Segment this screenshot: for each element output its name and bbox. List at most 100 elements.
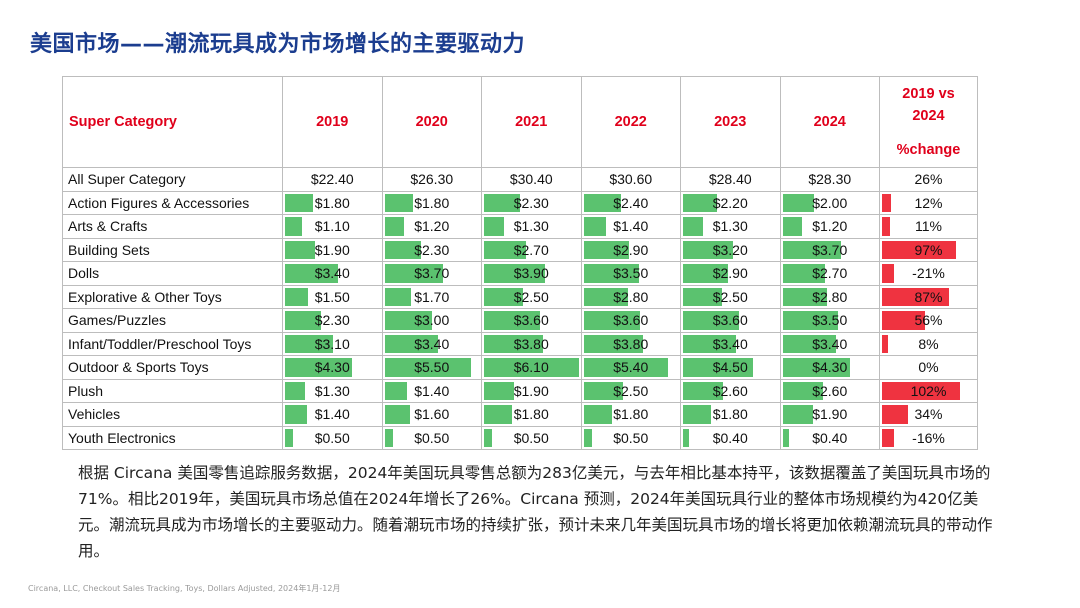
value-cell: $0.40 [680,425,781,450]
value-label: $28.30 [808,171,852,188]
value-label: $2.80 [613,288,649,305]
value-bar [285,311,321,330]
value-label: $4.30 [314,359,350,376]
value-label: $1.80 [712,406,748,423]
value-cell: $2.30 [282,308,383,333]
value-cell: $2.80 [779,284,880,309]
value-bar [384,428,393,447]
value-cell: $1.40 [580,214,681,239]
value-bar [583,193,621,212]
value-label: $4.30 [812,359,848,376]
value-cell: $4.30 [779,355,880,380]
value-label: $4.50 [712,359,748,376]
value-bar [285,240,315,259]
value-bar [285,217,302,236]
value-bar [782,264,825,283]
value-bar [285,334,333,353]
change-cell: 56% [879,308,978,333]
value-bar [384,264,443,283]
value-label: $3.70 [812,241,848,258]
value-bar [583,358,668,377]
header-year: 2021 [481,76,582,168]
value-cell: $1.30 [481,214,582,239]
value-label: $3.80 [513,335,549,352]
value-cell: $0.50 [580,425,681,450]
value-label: $1.60 [414,406,450,423]
value-label: $1.30 [712,218,748,235]
value-label: $3.40 [314,265,350,282]
value-bar [484,311,540,330]
value-label: $3.00 [414,312,450,329]
table-row: All Super Category $22.40 $26.30 $30.40 $30.… [62,167,978,192]
value-label: $0.50 [613,429,649,446]
value-bar [583,405,612,424]
value-cell: $2.50 [680,284,781,309]
value-label: $3.10 [314,335,350,352]
value-cell: $30.60 [580,167,681,192]
change-cell: 8% [879,331,978,356]
change-label: 56% [914,312,943,329]
value-bar [583,217,606,236]
change-bar [882,405,908,424]
value-bar [782,405,813,424]
value-cell: $28.30 [779,167,880,192]
value-cell: $3.60 [680,308,781,333]
value-cell: $3.50 [779,308,880,333]
change-cell: 87% [879,284,978,309]
value-bar [484,240,526,259]
value-cell: $1.80 [481,402,582,427]
value-label: $2.90 [613,241,649,258]
value-cell: $1.30 [282,378,383,403]
value-bar [384,287,411,306]
value-bar [484,381,514,400]
value-bar [285,381,305,400]
value-label: $22.40 [310,171,354,188]
value-bar [384,193,413,212]
value-label: $2.70 [513,241,549,258]
value-label: $1.70 [414,288,450,305]
change-cell: 34% [879,402,978,427]
value-bar [683,405,711,424]
change-label: 97% [914,241,943,258]
value-bar [384,217,404,236]
value-bar [683,287,722,306]
header-change-line3: %change [896,142,961,158]
value-cell: $3.40 [680,331,781,356]
value-label: $0.50 [414,429,450,446]
value-cell: $4.30 [282,355,383,380]
change-bar [882,287,949,306]
value-bar [384,240,421,259]
value-cell: $2.50 [481,284,582,309]
value-cell: $2.00 [779,190,880,215]
value-label: $0.50 [513,429,549,446]
row-category-name: Building Sets [62,237,283,262]
value-bar [683,334,736,353]
table-row: Arts & Crafts $1.10 $1.20 $1.30 $1.40 $1.30 $1… [62,214,978,239]
value-bar [583,287,628,306]
value-cell: $3.60 [481,308,582,333]
table-row: Infant/Toddler/Preschool Toys $3.10 $3.40 $… [62,331,978,356]
value-cell: $3.80 [481,331,582,356]
value-cell: $2.70 [779,261,880,286]
table-row: Outdoor & Sports Toys $4.30 $5.50 $6.10 $5.4… [62,355,978,380]
value-cell: $1.40 [381,378,482,403]
value-label: $3.90 [513,265,549,282]
row-category-name: Explorative & Other Toys [62,284,283,309]
table-row: Youth Electronics $0.50 $0.50 $0.50 $0.50 $0.… [62,425,978,450]
value-cell: $1.80 [680,402,781,427]
value-label: $1.40 [314,406,350,423]
value-label: $3.20 [712,241,748,258]
header-change-line1: 2019 vs [902,86,955,102]
table-row: Explorative & Other Toys $1.50 $1.70 $2.50 $… [62,284,978,309]
value-bar [285,358,352,377]
row-category-name: Vehicles [62,402,283,427]
value-cell: $0.50 [282,425,383,450]
value-cell: $1.90 [779,402,880,427]
value-bar [782,240,841,259]
value-cell: $2.80 [580,284,681,309]
value-label: $2.00 [812,194,848,211]
value-bar [683,358,753,377]
change-cell: 102% [879,378,978,403]
change-label: 11% [915,218,942,235]
header-change: 2019 vs 2024 %change [879,76,978,168]
